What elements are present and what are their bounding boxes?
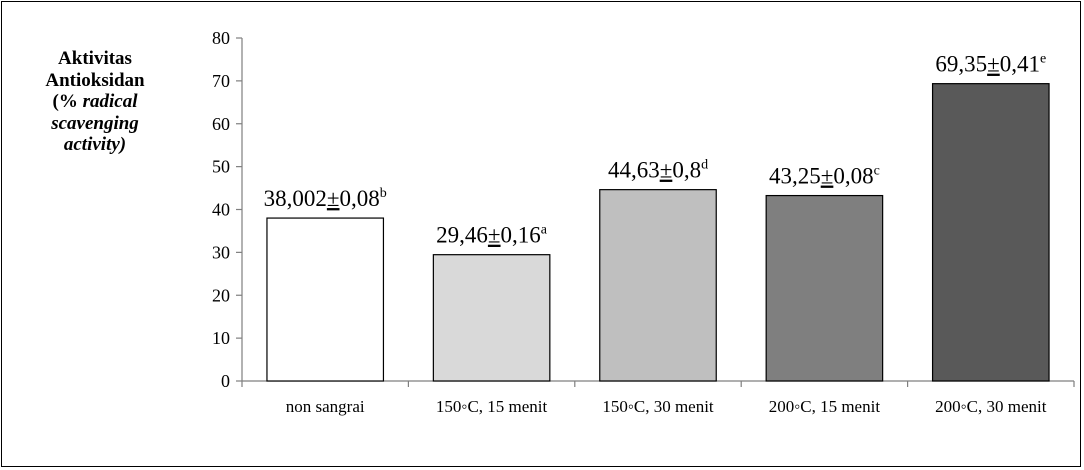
y-tick-label: 70 <box>212 71 230 91</box>
bar <box>931 83 1050 382</box>
bar-value-label: 43,25±0,08c <box>769 164 880 189</box>
y-axis-label-line-3-italic: radical <box>82 91 138 112</box>
bar-value-label: 69,35±0,41e <box>935 52 1046 77</box>
y-tick-label: 60 <box>212 114 230 134</box>
y-axis-label-line-3: (% radical <box>26 91 164 113</box>
y-tick-label: 10 <box>212 328 230 348</box>
x-category-label: 200◦C, 30 menit <box>935 397 1047 416</box>
y-tick-label: 30 <box>212 242 230 262</box>
y-tick-label: 0 <box>221 371 230 391</box>
y-tick-label: 80 <box>212 28 230 48</box>
bar-value-label: 38,002±0,08b <box>264 186 387 211</box>
x-category-label: 150◦C, 30 menit <box>602 397 714 416</box>
y-axis-label-line-3-prefix: (% <box>52 91 78 112</box>
y-axis-label-line-1: Aktivitas <box>58 48 132 69</box>
y-tick-label: 20 <box>212 285 230 305</box>
y-tick-label: 40 <box>212 200 230 220</box>
y-axis-label-line-2: Antioksidan <box>45 69 145 91</box>
bar <box>765 194 884 382</box>
bar <box>599 189 717 382</box>
x-category-label: 150◦C, 15 menit <box>436 397 548 416</box>
x-category-label: non sangrai <box>286 397 365 416</box>
bar <box>266 217 385 382</box>
y-tick-label: 50 <box>212 157 230 177</box>
y-axis-label: Aktivitas Antioksidan (% radical scaveng… <box>26 48 164 156</box>
bar-value-label: 29,46±0,16a <box>436 223 548 248</box>
bar-value-label: 44,63±0,8d <box>608 158 708 183</box>
bar <box>432 254 551 382</box>
y-axis-label-line-4: scavenging <box>51 112 139 134</box>
x-category-label: 200◦C, 15 menit <box>769 397 881 416</box>
y-axis-label-line-5: activity) <box>63 134 127 155</box>
